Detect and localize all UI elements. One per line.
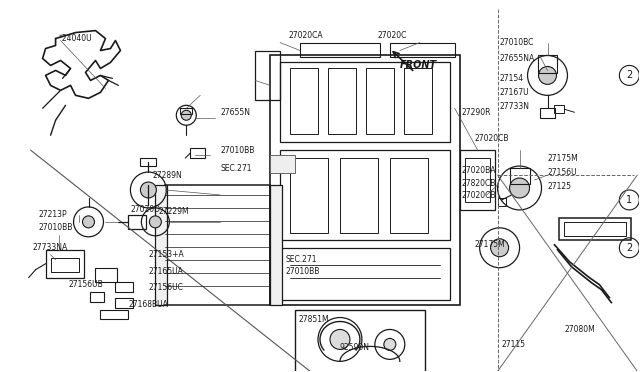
Text: 27080M: 27080M <box>564 325 595 334</box>
Bar <box>165 185 270 305</box>
Text: 27010BB: 27010BB <box>285 267 319 276</box>
Circle shape <box>538 67 557 84</box>
Bar <box>460 150 495 210</box>
Bar <box>559 218 631 240</box>
Bar <box>140 158 156 166</box>
Text: 27851M: 27851M <box>298 315 329 324</box>
Text: 27175M: 27175M <box>547 154 579 163</box>
Bar <box>509 168 529 184</box>
Text: 27156UC: 27156UC <box>148 283 183 292</box>
Bar <box>156 185 167 305</box>
Text: SEC.271: SEC.271 <box>220 164 252 173</box>
Bar <box>540 108 556 118</box>
Text: 27820CB: 27820CB <box>461 179 496 187</box>
Bar <box>498 198 506 206</box>
Text: 27010BB: 27010BB <box>38 223 73 232</box>
Text: 27156UB: 27156UB <box>68 280 103 289</box>
Bar <box>280 150 450 240</box>
Text: FRONT: FRONT <box>400 61 437 70</box>
Circle shape <box>330 330 350 349</box>
Text: 27655N: 27655N <box>220 108 250 117</box>
Text: 27213P: 27213P <box>38 211 67 219</box>
Circle shape <box>140 182 156 198</box>
Bar <box>404 68 432 134</box>
Text: 27733NA: 27733NA <box>33 243 68 252</box>
Bar <box>280 62 450 142</box>
Circle shape <box>509 178 529 198</box>
Bar <box>290 68 318 134</box>
Text: 27175M: 27175M <box>475 240 506 249</box>
Text: 27020CB: 27020CB <box>461 192 496 201</box>
Bar <box>340 158 378 233</box>
Bar <box>390 158 428 233</box>
Bar <box>190 148 205 158</box>
Circle shape <box>149 216 161 228</box>
Bar <box>270 155 295 173</box>
Text: 27154: 27154 <box>500 74 524 83</box>
Text: 27156U: 27156U <box>547 167 577 177</box>
Bar <box>538 55 557 73</box>
Circle shape <box>491 239 509 257</box>
Text: 27290R: 27290R <box>461 108 491 117</box>
Text: 27168BUA: 27168BUA <box>129 300 168 309</box>
Bar <box>51 258 79 272</box>
Bar <box>295 310 425 372</box>
Text: 27167U: 27167U <box>500 88 529 97</box>
Bar <box>100 310 129 320</box>
Bar <box>270 55 460 305</box>
Bar <box>564 222 627 236</box>
Text: 27229M: 27229M <box>158 208 189 217</box>
Text: 2: 2 <box>626 243 632 253</box>
Circle shape <box>83 216 95 228</box>
Text: 27655NA: 27655NA <box>500 54 535 63</box>
Text: 27153+A: 27153+A <box>148 250 184 259</box>
Bar <box>270 185 282 305</box>
Bar <box>115 298 133 308</box>
Bar <box>290 158 328 233</box>
Bar <box>115 282 133 292</box>
Text: *24040U: *24040U <box>59 34 92 43</box>
Text: 1: 1 <box>627 195 632 205</box>
Bar <box>280 248 450 299</box>
Bar <box>180 108 192 114</box>
Bar <box>328 68 356 134</box>
Text: SEC.271: SEC.271 <box>285 255 317 264</box>
Text: 27125: 27125 <box>547 182 572 190</box>
Text: 27020C: 27020C <box>378 31 407 40</box>
Text: 2: 2 <box>626 70 632 80</box>
Bar <box>554 105 564 113</box>
Bar <box>95 268 118 282</box>
Circle shape <box>384 339 396 350</box>
Bar <box>45 250 83 278</box>
Text: 27289N: 27289N <box>152 170 182 180</box>
Bar <box>366 68 394 134</box>
Bar <box>255 51 280 100</box>
Text: 27020D: 27020D <box>131 205 161 214</box>
Text: 27010BB: 27010BB <box>220 145 255 155</box>
Bar <box>465 158 490 202</box>
Bar <box>390 42 454 58</box>
Text: 27115: 27115 <box>502 340 525 349</box>
Bar <box>129 215 147 229</box>
Text: 27010BC: 27010BC <box>500 38 534 47</box>
Text: 92590N: 92590N <box>340 343 370 352</box>
Text: 27733N: 27733N <box>500 102 530 111</box>
Text: 27165UA: 27165UA <box>148 267 183 276</box>
Text: 27020CA: 27020CA <box>288 31 323 40</box>
Bar <box>300 42 380 58</box>
Text: 27020BA: 27020BA <box>461 166 496 174</box>
Text: 27020CB: 27020CB <box>475 134 509 143</box>
Bar <box>90 292 104 302</box>
Circle shape <box>181 110 191 120</box>
